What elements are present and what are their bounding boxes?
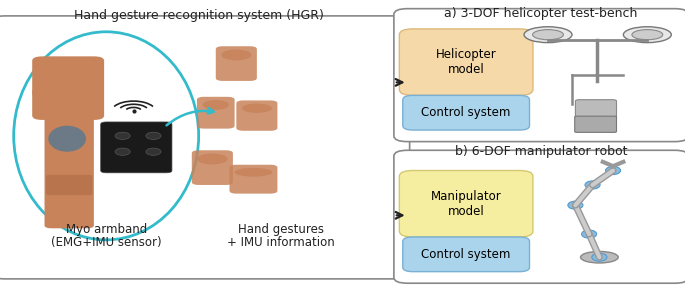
FancyBboxPatch shape — [236, 101, 277, 131]
Ellipse shape — [146, 148, 161, 155]
Text: (EMG+IMU sensor): (EMG+IMU sensor) — [51, 236, 162, 249]
Text: Manipulator
model: Manipulator model — [431, 190, 501, 218]
Text: Control system: Control system — [421, 248, 511, 261]
Text: Helicopter
model: Helicopter model — [436, 48, 497, 76]
FancyBboxPatch shape — [403, 237, 530, 272]
Text: + IMU information: + IMU information — [227, 236, 335, 249]
FancyBboxPatch shape — [403, 95, 530, 130]
Ellipse shape — [242, 103, 272, 113]
FancyBboxPatch shape — [32, 56, 104, 120]
Text: Control system: Control system — [421, 106, 511, 119]
Text: Hand gesture recognition system (HGR): Hand gesture recognition system (HGR) — [74, 9, 323, 22]
FancyBboxPatch shape — [216, 46, 257, 81]
FancyBboxPatch shape — [192, 150, 233, 185]
Ellipse shape — [568, 201, 583, 209]
Text: a) 3-DOF helicopter test-bench: a) 3-DOF helicopter test-bench — [445, 7, 638, 20]
Text: Myo armband: Myo armband — [66, 223, 147, 236]
Ellipse shape — [623, 27, 671, 42]
Ellipse shape — [632, 30, 662, 40]
Ellipse shape — [197, 153, 227, 164]
Ellipse shape — [32, 84, 53, 101]
Ellipse shape — [203, 100, 229, 110]
Ellipse shape — [585, 181, 600, 189]
Ellipse shape — [592, 253, 607, 261]
Ellipse shape — [146, 132, 161, 139]
FancyBboxPatch shape — [394, 150, 685, 283]
Ellipse shape — [606, 166, 621, 175]
Text: b) 6-DOF manipulator robot: b) 6-DOF manipulator robot — [455, 144, 627, 158]
Text: Hand gestures: Hand gestures — [238, 223, 324, 236]
FancyBboxPatch shape — [229, 165, 277, 194]
FancyBboxPatch shape — [46, 175, 92, 195]
Ellipse shape — [533, 30, 563, 40]
FancyBboxPatch shape — [399, 171, 533, 237]
Ellipse shape — [234, 168, 272, 177]
FancyBboxPatch shape — [399, 29, 533, 95]
FancyBboxPatch shape — [197, 97, 234, 129]
Ellipse shape — [115, 148, 130, 155]
Ellipse shape — [48, 126, 86, 152]
FancyBboxPatch shape — [45, 72, 94, 228]
FancyBboxPatch shape — [0, 16, 410, 279]
FancyBboxPatch shape — [575, 116, 617, 132]
Ellipse shape — [581, 251, 618, 263]
FancyBboxPatch shape — [394, 9, 685, 142]
Ellipse shape — [582, 230, 597, 238]
Ellipse shape — [524, 27, 572, 42]
Ellipse shape — [221, 49, 251, 60]
Ellipse shape — [115, 132, 130, 139]
FancyBboxPatch shape — [101, 122, 172, 173]
FancyBboxPatch shape — [575, 100, 616, 120]
